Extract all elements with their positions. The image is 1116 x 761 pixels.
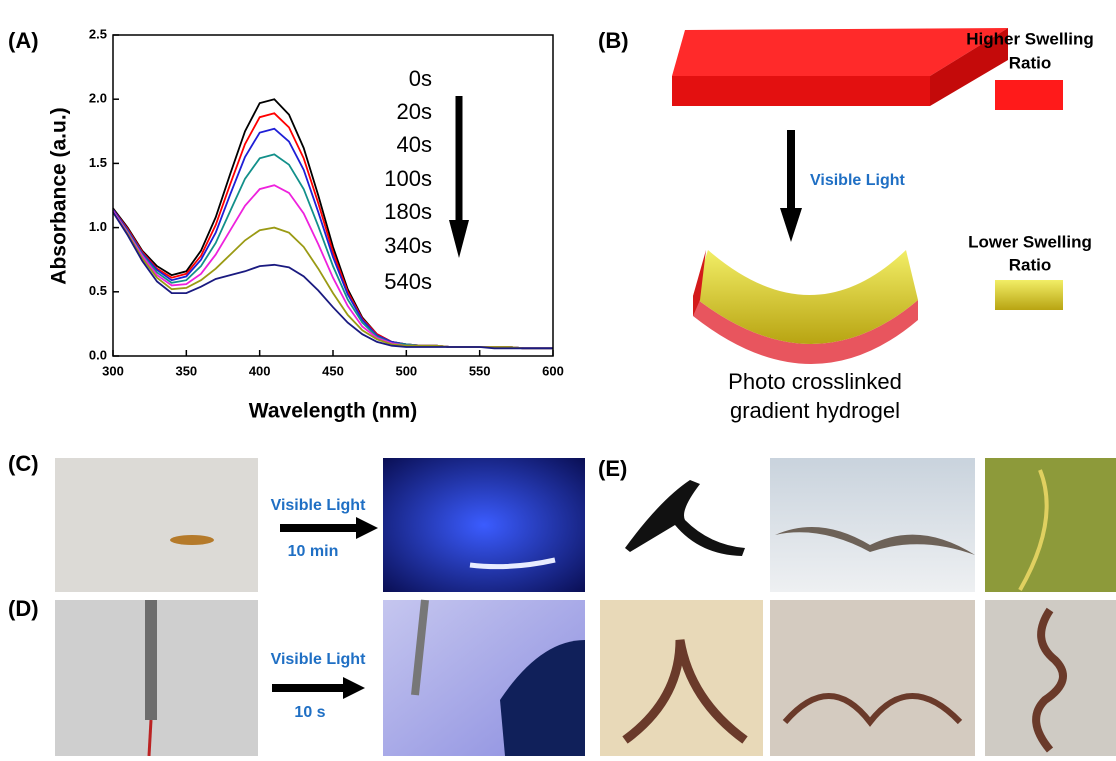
photo-detail xyxy=(145,600,157,720)
photo xyxy=(55,458,258,592)
photo xyxy=(985,600,1116,756)
photo xyxy=(770,600,975,756)
x-tick-label: 600 xyxy=(542,363,564,378)
legend-label: 340s xyxy=(384,233,432,258)
y-tick-label: 0.5 xyxy=(89,283,107,298)
x-tick-label: 350 xyxy=(175,363,197,378)
legend-label: 100s xyxy=(384,166,432,191)
photo-detail xyxy=(625,480,745,556)
legend-label: 20s xyxy=(397,99,432,124)
series-line xyxy=(113,113,553,348)
series-line xyxy=(113,212,553,348)
y-tick-label: 2.0 xyxy=(89,91,107,106)
legend-text: Lower Swelling xyxy=(968,232,1092,251)
x-axis-label: Wavelength (nm) xyxy=(249,400,417,423)
photo xyxy=(770,458,975,592)
series-line xyxy=(113,212,553,348)
arrow-head xyxy=(356,517,378,539)
panel-label: (E) xyxy=(598,456,627,481)
y-tick-label: 0.0 xyxy=(89,347,107,362)
arrow-head xyxy=(780,208,802,242)
x-tick-label: 450 xyxy=(322,363,344,378)
light-label: Visible Light xyxy=(810,172,906,189)
legend-text: Higher Swelling xyxy=(966,29,1094,48)
panel-label: (C) xyxy=(8,451,39,476)
photo xyxy=(383,458,585,592)
legend-label: 540s xyxy=(384,269,432,294)
x-tick-label: 500 xyxy=(395,363,417,378)
series-line xyxy=(113,129,553,349)
y-tick-label: 1.0 xyxy=(89,219,107,234)
caption: gradient hydrogel xyxy=(730,398,900,423)
legend-text: Ratio xyxy=(1009,255,1052,274)
legend-label: 180s xyxy=(384,199,432,224)
x-tick-label: 400 xyxy=(249,363,271,378)
slab-front xyxy=(672,76,930,106)
panel-label: (D) xyxy=(8,596,39,621)
swatch xyxy=(995,80,1063,110)
swatch xyxy=(995,280,1063,310)
caption: Photo crosslinked xyxy=(728,369,902,394)
legend-label: 0s xyxy=(409,66,432,91)
legend-label: 40s xyxy=(397,132,432,157)
photo-detail xyxy=(170,535,214,545)
series-line xyxy=(113,99,553,348)
light-label: Visible Light xyxy=(271,651,367,668)
panel-label: (B) xyxy=(598,28,629,53)
light-label: Visible Light xyxy=(271,497,367,514)
y-tick-label: 2.5 xyxy=(89,26,107,41)
plot: 300 350 400 450 500 550 600 0.0 0.5 1.0 1.5 2.0 2.5 0… xyxy=(89,26,564,378)
arrow-head xyxy=(343,677,365,699)
legend-text: Ratio xyxy=(1009,53,1052,72)
y-axis-label: Absorbance (a.u.) xyxy=(48,107,71,284)
arrow-head xyxy=(449,220,469,258)
photo xyxy=(985,458,1116,592)
time-label: 10 s xyxy=(294,704,325,721)
y-tick-label: 1.5 xyxy=(89,155,107,170)
time-label: 10 min xyxy=(288,543,339,560)
photo-detail xyxy=(149,720,151,756)
x-tick-label: 300 xyxy=(102,363,124,378)
x-tick-label: 550 xyxy=(469,363,491,378)
panel-label: (A) xyxy=(8,28,39,53)
figure: (A) 300 350 400 450 500 550 600 0.0 0.5 1.0 1.5 2.0… xyxy=(0,0,1116,756)
